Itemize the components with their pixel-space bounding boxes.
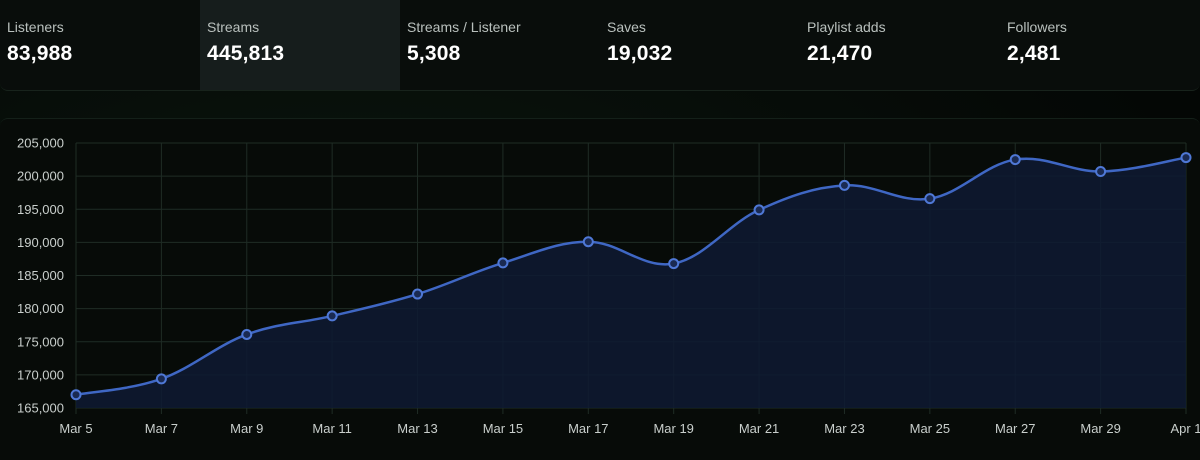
chart-panel: 165,000 170,000 175,000 180,000 185,000 190,0… [0, 118, 1200, 460]
stat-streams[interactable]: Streams 445,813 [200, 0, 400, 90]
stat-value: 21,470 [807, 42, 873, 65]
x-tick-label: Mar 29 [1080, 421, 1120, 436]
stat-label: Listeners [7, 19, 64, 35]
data-point[interactable] [241, 328, 253, 340]
x-axis-ticks: Mar 5 Mar 7 Mar 9 Mar 11 Mar 13 Mar 15 Mar 17 M… [59, 421, 1200, 436]
x-tick-label: Mar 7 [145, 421, 178, 436]
data-point[interactable] [924, 193, 936, 205]
data-point[interactable] [838, 179, 850, 191]
stat-label: Streams / Listener [407, 19, 521, 35]
stat-label: Saves [607, 19, 646, 35]
x-tick-label: Mar 13 [397, 421, 437, 436]
stat-followers[interactable]: Followers 2,481 [1000, 0, 1200, 90]
x-tick-label: Mar 17 [568, 421, 608, 436]
stat-streams-per-listener[interactable]: Streams / Listener 5,308 [400, 0, 600, 90]
x-tick-label: Mar 25 [910, 421, 950, 436]
x-tick-label: Mar 15 [483, 421, 523, 436]
x-tick-label: Mar 9 [230, 421, 263, 436]
stat-value: 19,032 [607, 42, 673, 65]
x-tick-label: Apr 1 [1170, 421, 1200, 436]
data-point[interactable] [1009, 154, 1021, 166]
stat-value: 2,481 [1007, 42, 1061, 65]
data-point[interactable] [753, 204, 765, 216]
stat-playlist-adds[interactable]: Playlist adds 21,470 [800, 0, 1000, 90]
area-fill [76, 157, 1186, 408]
stat-saves[interactable]: Saves 19,032 [600, 0, 800, 90]
x-tick-label: Mar 11 [312, 421, 352, 436]
series-line [75, 156, 1187, 396]
stats-bar: Listeners 83,988 Streams 445,813 Streams… [0, 0, 1200, 91]
data-point[interactable] [1180, 152, 1192, 164]
x-tick-label: Mar 21 [739, 421, 779, 436]
y-tick-label: 195,000 [17, 202, 64, 217]
data-point[interactable] [668, 258, 680, 270]
y-tick-label: 200,000 [17, 169, 64, 184]
data-point[interactable] [326, 310, 338, 322]
x-tick-label: Mar 27 [995, 421, 1035, 436]
x-tick-label: Mar 5 [59, 421, 92, 436]
y-tick-label: 170,000 [17, 367, 64, 382]
stat-value: 83,988 [7, 42, 73, 65]
data-point[interactable] [497, 257, 509, 269]
streams-chart: 165,000 170,000 175,000 180,000 185,000 190,0… [17, 136, 1200, 437]
stat-label: Streams [207, 19, 260, 35]
stat-value: 5,308 [407, 42, 461, 65]
data-point[interactable] [155, 373, 167, 385]
y-axis-ticks: 165,000 170,000 175,000 180,000 185,000 190,0… [17, 136, 64, 416]
data-point[interactable] [70, 389, 82, 401]
stat-listeners[interactable]: Listeners 83,988 [0, 0, 200, 90]
stat-label: Playlist adds [807, 19, 886, 35]
data-point[interactable] [1095, 165, 1107, 177]
x-tick-label: Mar 19 [653, 421, 693, 436]
data-point[interactable] [412, 288, 424, 300]
y-tick-label: 185,000 [17, 268, 64, 283]
y-tick-label: 165,000 [17, 401, 64, 416]
y-tick-label: 175,000 [17, 334, 64, 349]
x-tick-label: Mar 23 [824, 421, 864, 436]
stat-label: Followers [1007, 19, 1067, 35]
y-tick-label: 180,000 [17, 301, 64, 316]
y-tick-label: 190,000 [17, 235, 64, 250]
data-point[interactable] [582, 236, 594, 248]
stat-value: 445,813 [207, 42, 285, 65]
y-tick-label: 205,000 [17, 136, 64, 151]
data-points [70, 152, 1192, 401]
